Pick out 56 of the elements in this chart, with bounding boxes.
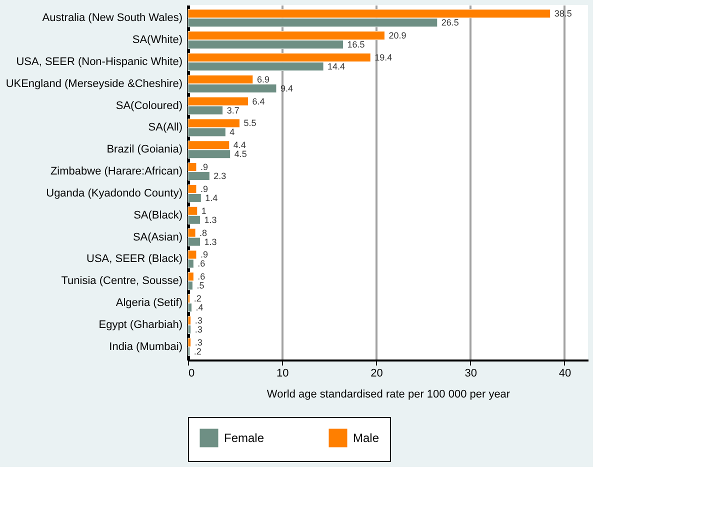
- y-tick-label: SA(Coloured): [116, 100, 182, 112]
- x-tick-label: 30: [464, 368, 477, 380]
- data-label: 6.9: [256, 74, 270, 84]
- x-tick-label: 40: [558, 368, 572, 380]
- x-axis-title: World age standardised rate per 100 000 per year: [266, 388, 510, 400]
- y-tick-label: SA(Black): [134, 209, 182, 222]
- legend-label: Female: [224, 431, 264, 445]
- y-tick-label: Uganda (Kyadondo County): [46, 187, 182, 200]
- data-label: 2.3: [214, 171, 226, 182]
- data-label: .6: [198, 258, 206, 269]
- data-label: 1.4: [205, 192, 218, 203]
- data-label: .9: [200, 162, 208, 172]
- data-label: .3: [194, 315, 202, 326]
- data-label: 1.3: [204, 236, 217, 247]
- data-label: .3: [194, 324, 202, 334]
- y-tick-label: SA(White): [132, 34, 182, 46]
- data-label: .3: [194, 337, 202, 348]
- y-tick-label: USA, SEER (Black): [86, 253, 182, 266]
- y-tick-label: SA(Asian): [132, 231, 182, 244]
- y-tick-label: India (Mumbai): [109, 340, 182, 353]
- data-label: .6: [198, 272, 206, 282]
- legend-label: Male: [353, 431, 380, 445]
- y-tick-label: SA(All): [148, 122, 182, 134]
- data-label: 4.4: [233, 140, 246, 150]
- y-tick-label: Zimbabwe (Harare:African): [50, 166, 182, 178]
- data-label: .8: [200, 228, 208, 238]
- data-label: 19.4: [374, 52, 392, 62]
- data-label: 1: [201, 206, 206, 216]
- data-label: 6.4: [252, 96, 265, 106]
- y-tick-label: Algeria (Setif): [116, 297, 182, 310]
- data-label: 3.7: [226, 105, 240, 116]
- data-label: .5: [196, 280, 204, 291]
- data-label: .2: [194, 346, 202, 356]
- data-label: .9: [200, 184, 208, 194]
- x-tick-label: 20: [370, 368, 383, 380]
- data-label: 4: [230, 127, 235, 138]
- x-tick-label: 0: [188, 368, 195, 380]
- data-label: 20.9: [388, 30, 406, 41]
- x-tick-label: 10: [276, 368, 289, 380]
- data-label: .2: [194, 294, 202, 304]
- y-tick-label: Egypt (Gharbiah): [98, 318, 182, 331]
- data-label: .4: [196, 302, 204, 313]
- data-label: 38.5: [554, 8, 572, 19]
- y-tick-label: UKEngland (Merseyside &Cheshire): [6, 78, 182, 90]
- y-tick-label: Tunisia (Centre, Sousse): [61, 275, 182, 288]
- data-label: 4.5: [234, 149, 247, 160]
- y-tick-label: Brazil (Goiania): [106, 144, 182, 156]
- data-label: 9.4: [280, 83, 293, 94]
- data-label: 16.5: [347, 40, 365, 50]
- data-label: 14.4: [328, 61, 346, 72]
- y-tick-label: Australia (New South Wales): [42, 12, 182, 24]
- data-label: .9: [200, 250, 208, 260]
- data-label: 1.3: [204, 214, 217, 225]
- data-label: 26.5: [441, 18, 459, 28]
- y-tick-label: USA, SEER (Non-Hispanic White): [16, 56, 182, 68]
- data-label: 5.5: [244, 118, 256, 128]
